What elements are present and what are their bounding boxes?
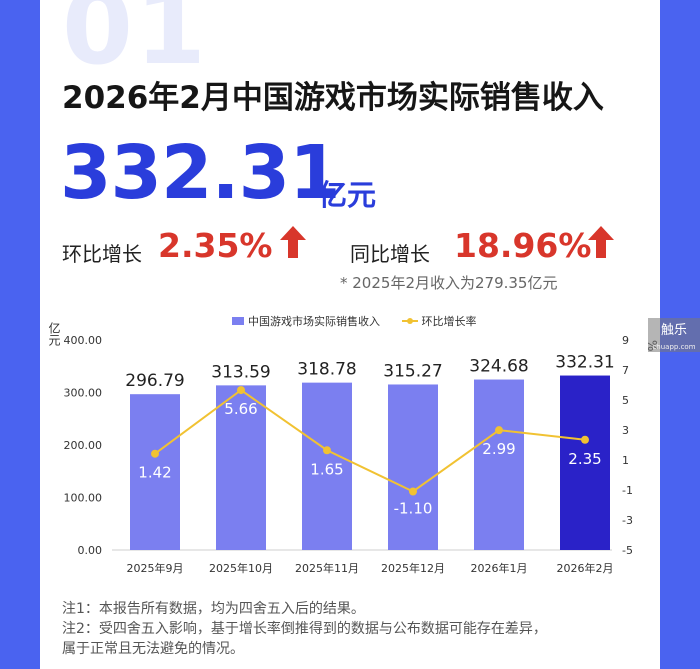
y-right-tick-label: 3 [622, 424, 629, 437]
bar-value-label: 296.79 [125, 371, 184, 391]
y-left-tick-label: 400.00 [64, 334, 103, 347]
growth-value-label: 5.66 [224, 400, 257, 418]
growth-line [154, 388, 586, 493]
x-tick-label: 2025年10月 [209, 561, 273, 575]
x-tick-label: 2025年11月 [295, 561, 359, 575]
note-2: 注2：受四舍五入影响，基于增长率倒推得到的数据与公布数据可能存在差异， [62, 621, 547, 637]
section-number: 01 [62, 0, 208, 88]
legend-line-label: 环比增长率 [421, 315, 477, 328]
mom-value: 2.35% [158, 226, 273, 265]
site-badge-sub: chuapp.com [652, 343, 696, 351]
y-left-tick-label: 0.00 [78, 544, 103, 557]
bar-value-label: 332.31 [555, 353, 614, 373]
x-tick-label: 2026年1月 [471, 561, 528, 575]
bar [560, 375, 610, 550]
y-left-tick-label: 100.00 [64, 492, 103, 505]
bar-value-label: 318.78 [297, 360, 356, 380]
legend-bar-label: 中国游戏市场实际销售收入 [248, 315, 380, 328]
up-arrow-icon [280, 226, 306, 258]
legend-line-swatch [401, 318, 418, 324]
revenue-value: 332.31 [60, 130, 341, 216]
growth-point [581, 435, 589, 444]
y-left-tick-label: 300.00 [64, 387, 103, 400]
x-tick-label: 2025年9月 [127, 561, 184, 575]
growth-value-label: 2.35 [568, 450, 601, 468]
growth-point [409, 487, 417, 496]
mom-label: 环比增长 [62, 242, 142, 266]
bar [474, 379, 524, 550]
y-right-tick-label: -5 [622, 544, 633, 557]
bar-value-label: 315.27 [383, 361, 442, 381]
bar-value-label: 324.68 [469, 357, 528, 377]
chart-legend: 中国游戏市场实际销售收入 环比增长率 [232, 313, 477, 329]
up-arrow-icon [588, 226, 614, 258]
revenue-unit: 亿元 [318, 178, 377, 212]
growth-point [495, 426, 503, 435]
growth-value-label: 1.42 [138, 464, 171, 482]
growth-point [151, 449, 159, 458]
y-right-tick-label: 1 [622, 454, 629, 467]
yoy-label: 同比增长 [350, 242, 430, 266]
report-card [40, 0, 660, 669]
x-tick-label: 2025年12月 [381, 561, 445, 575]
y-left-axis-label: 亿元 [47, 322, 61, 346]
growth-value-label: 1.65 [310, 460, 343, 478]
x-tick-label: 2026年2月 [557, 561, 614, 575]
comparison-footnote: * 2025年2月收入为279.35亿元 [340, 274, 558, 292]
y-right-tick-label: -3 [622, 514, 633, 527]
bar-value-label: 313.59 [211, 362, 270, 382]
growth-value-label: 2.99 [482, 440, 515, 458]
bar [302, 382, 352, 550]
left-frame [0, 0, 40, 669]
bar [216, 385, 266, 550]
site-badge: 触乐 chuapp.com [648, 318, 700, 352]
legend-bar-swatch [232, 317, 244, 325]
note-3: 属于正常且无法避免的情况。 [62, 641, 244, 657]
y-right-tick-label: 9 [622, 334, 629, 347]
bar [130, 394, 180, 550]
site-badge-text: 触乐 [660, 323, 687, 338]
growth-point [323, 446, 331, 455]
page-title: 2026年2月中国游戏市场实际销售收入 [62, 80, 604, 116]
note-1: 注1：本报告所有数据，均为四舍五入后的结果。 [62, 601, 365, 617]
y-right-tick-label: -1 [622, 484, 633, 497]
yoy-value: 18.96% [454, 226, 592, 265]
growth-value-label: -1.10 [394, 500, 433, 518]
y-left-tick-label: 200.00 [64, 439, 103, 452]
y-right-tick-label: 5 [622, 394, 629, 407]
bar [388, 384, 438, 550]
growth-point [237, 386, 245, 395]
y-right-tick-label: 7 [622, 364, 629, 377]
